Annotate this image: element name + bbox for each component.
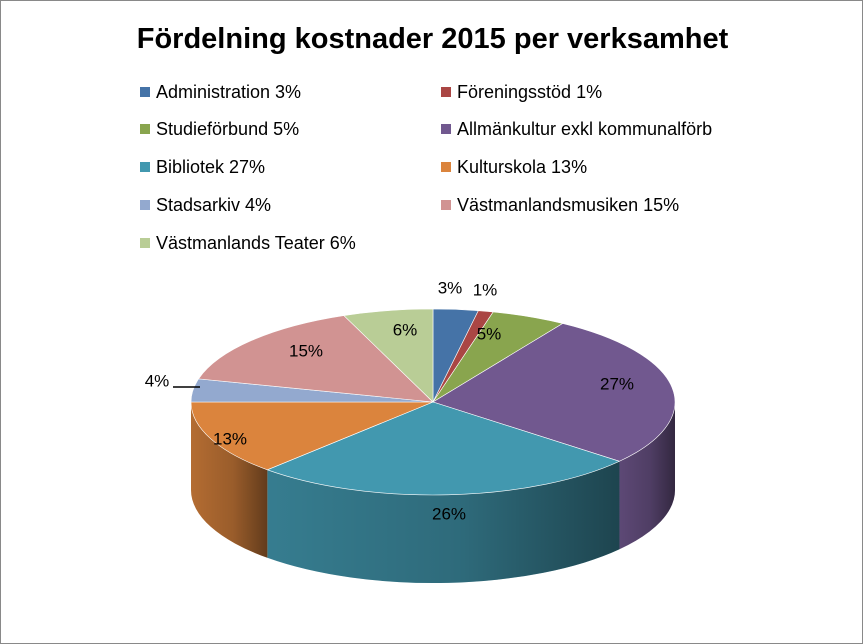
data-label-studief-rbund: 5% [477,324,502,343]
legend-item-studieforbund: Studieförbund 5% [140,118,299,140]
legend-swatch [140,162,150,172]
legend-item-kulturskola: Kulturskola 13% [441,156,587,178]
legend-item-foreningsstod: Föreningsstöd 1% [441,81,602,103]
pie-slice-allm-nkultur-exkl-kommunalf-rb [432,323,676,462]
legend-label: Stadsarkiv 4% [156,194,272,215]
legend-label: Studieförbund 5% [156,118,300,139]
data-label-allm-nkultur-exkl-kommunalf-rb: 27% [600,374,634,393]
pie-slice-bibliotek [266,401,621,496]
pie-slice-kulturskola [190,401,434,471]
pie-slice-v-stmanlandsmusiken [198,315,434,403]
legend-label: Föreningsstöd 1% [457,81,603,102]
legend-swatch [441,162,451,172]
data-label-stadsarkiv: 4% [145,371,170,390]
legend-swatch [140,124,150,134]
data-label-f-reningsst-d: 1% [473,280,498,299]
legend-label: Administration 3% [156,81,302,102]
legend-item-stadsarkiv: Stadsarkiv 4% [140,194,271,216]
legend-swatch [441,124,451,134]
legend-swatch [441,200,451,210]
pie-side-shade [619,402,675,550]
data-label-bibliotek: 26% [432,504,466,523]
pie-slice-v-stmanlands-teater [343,308,434,403]
legend-swatch [140,200,150,210]
legend-item-vastmanlandsmusiken: Västmanlandsmusiken 15% [441,194,679,216]
legend-item-bibliotek: Bibliotek 27% [140,156,265,178]
pie-side-shade [267,461,620,583]
legend-item-administration: Administration 3% [140,81,301,103]
legend-item-vastmanlands-teater: Västmanlands Teater 6% [140,232,356,254]
legend-label: Västmanlands Teater 6% [156,232,356,253]
legend-label: Västmanlandsmusiken 15% [457,194,680,215]
pie-side-shade [191,402,268,558]
legend-item-allmankultur: Allmänkultur exkl kommunalförb [441,118,712,140]
legend-label: Kulturskola 13% [457,156,588,177]
legend-swatch [441,87,451,97]
legend-swatch [140,238,150,248]
data-label-v-stmanlandsmusiken: 15% [289,341,323,360]
chart-title: Fördelning kostnader 2015 per verksamhet [136,23,729,55]
data-label-v-stmanlands-teater: 6% [393,320,418,339]
data-label-kulturskola: 13% [213,429,247,448]
legend-label: Bibliotek 27% [156,156,266,177]
data-label-administration: 3% [438,278,463,297]
legend-swatch [140,87,150,97]
legend-label: Allmänkultur exkl kommunalförb [457,118,713,139]
